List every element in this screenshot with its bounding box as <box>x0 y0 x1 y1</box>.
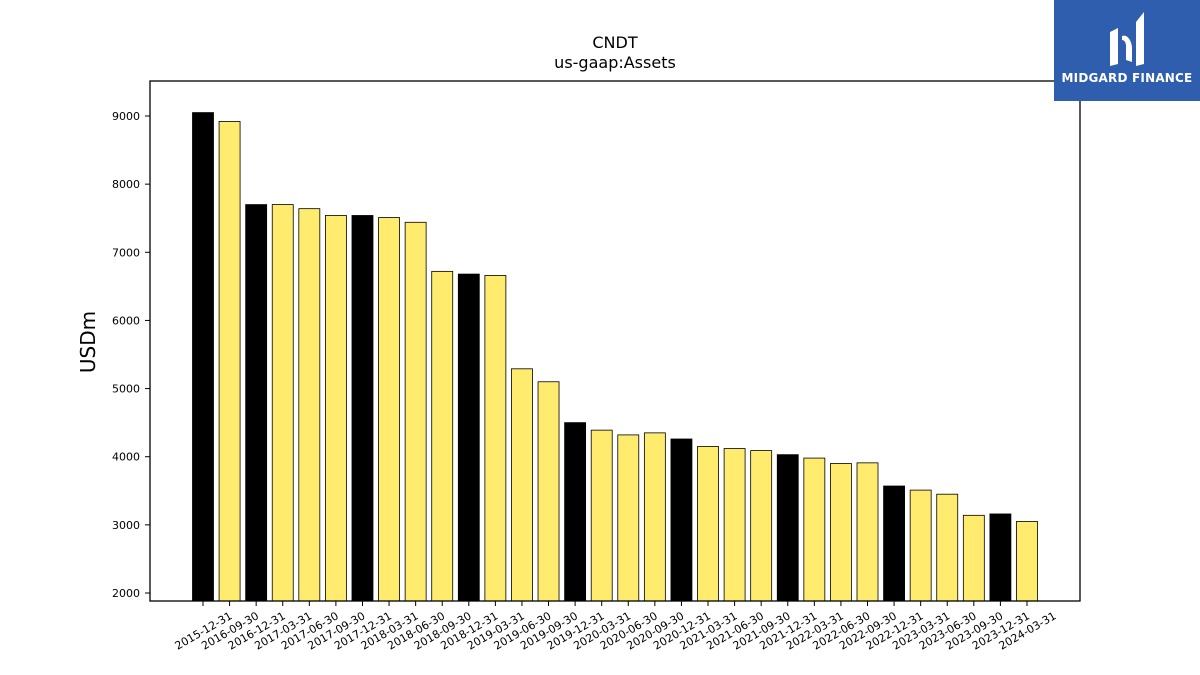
brand-name: MIDGARD FINANCE <box>1061 71 1193 85</box>
bar <box>909 489 932 602</box>
chart-title: CNDT <box>592 33 637 52</box>
bar <box>989 513 1012 602</box>
bar <box>324 215 347 602</box>
y-tick-label: 6000 <box>112 314 140 327</box>
bar <box>617 434 640 602</box>
bar <box>936 493 959 602</box>
bar <box>298 208 321 602</box>
y-tick-label: 8000 <box>112 178 140 191</box>
bar <box>670 438 693 602</box>
bar <box>697 446 719 602</box>
bar <box>271 204 294 602</box>
y-axis-label: USDm <box>76 311 100 373</box>
bar <box>803 457 826 602</box>
y-tick-label: 3000 <box>112 519 140 532</box>
bar <box>404 221 427 602</box>
chart-subtitle: us-gaap:Assets <box>554 53 676 72</box>
bar <box>351 215 374 602</box>
bar <box>776 454 799 602</box>
x-axis-ticks: 2015-12-312016-09-302016-12-312017-03-31… <box>173 601 1058 653</box>
bar <box>431 270 454 602</box>
y-tick-label: 9000 <box>112 110 140 123</box>
bar-series <box>192 112 1038 602</box>
y-tick-label: 2000 <box>112 587 140 600</box>
bar <box>484 275 507 602</box>
plot-frame <box>149 80 1081 602</box>
bar <box>218 121 241 602</box>
bar <box>192 112 214 602</box>
midgard-logo-icon <box>1110 12 1144 66</box>
bar <box>564 422 587 602</box>
bar <box>1016 521 1038 602</box>
y-tick-label: 5000 <box>112 383 140 396</box>
y-tick-label: 7000 <box>112 246 140 259</box>
bar <box>537 381 560 602</box>
bar <box>590 429 613 602</box>
bar <box>750 450 773 602</box>
bar <box>856 462 879 602</box>
bar <box>457 273 480 602</box>
y-tick-label: 4000 <box>112 451 140 464</box>
bar <box>830 463 852 602</box>
bar <box>378 217 400 602</box>
bar <box>511 368 533 602</box>
y-axis-ticks: 2000 3000 4000 5000 6000 7000 8000 9000 <box>112 110 150 600</box>
bar <box>723 448 746 602</box>
brand-logo: MIDGARD FINANCE <box>1054 0 1200 101</box>
bar <box>245 204 268 602</box>
bar <box>962 514 985 602</box>
bar <box>883 485 905 602</box>
bar <box>643 432 666 602</box>
